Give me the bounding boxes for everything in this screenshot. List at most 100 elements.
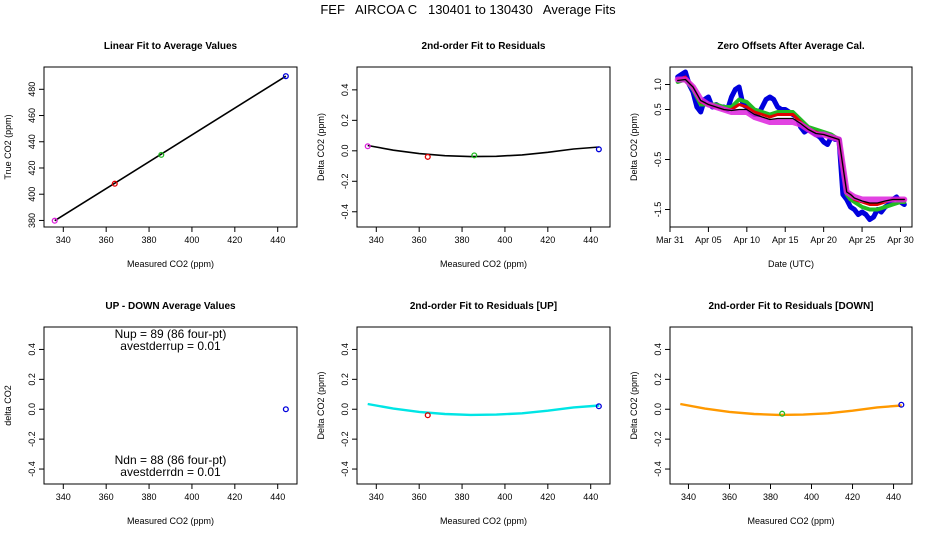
data-layer bbox=[367, 402, 602, 419]
fit-line bbox=[54, 75, 287, 222]
data-layer bbox=[680, 401, 905, 417]
x-tick-label: 340 bbox=[681, 492, 696, 502]
x-tick-label: 400 bbox=[184, 235, 199, 245]
x-tick-label: 380 bbox=[142, 492, 157, 502]
y-tick-label: 420 bbox=[27, 160, 37, 175]
data-point bbox=[595, 146, 602, 153]
panel-up-down: UP - DOWN Average Values Measured CO2 (pp… bbox=[3, 301, 298, 526]
x-tick-label: 420 bbox=[227, 492, 242, 502]
x-tick-label: 380 bbox=[455, 492, 470, 502]
data-layer bbox=[51, 73, 289, 224]
y-tick-label: -1.5 bbox=[653, 202, 663, 218]
x-tick-label: 380 bbox=[763, 492, 778, 502]
annotation-text: Nup = 89 (86 four-pt) bbox=[115, 327, 227, 341]
y-tick-label: -0.2 bbox=[340, 174, 350, 190]
panel-residual-fit-up: 2nd-order Fit to Residuals [UP] Measured … bbox=[316, 301, 611, 526]
data-point bbox=[898, 401, 905, 408]
x-tick-label: 420 bbox=[227, 235, 242, 245]
data-point bbox=[595, 403, 602, 410]
chart-title: Linear Fit to Average Values bbox=[104, 41, 238, 52]
y-axis-label: Delta CO2 (ppm) bbox=[629, 113, 639, 181]
x-tick-label: 340 bbox=[56, 235, 71, 245]
x-tick-label: Apr 25 bbox=[849, 235, 876, 245]
fit-curve bbox=[367, 402, 600, 417]
data-point bbox=[51, 217, 58, 224]
data-point bbox=[282, 406, 289, 413]
y-tick-label: 0.4 bbox=[340, 84, 350, 97]
y-tick-label: 0.2 bbox=[653, 373, 663, 386]
x-tick-label: 380 bbox=[142, 235, 157, 245]
x-tick-label: 440 bbox=[583, 235, 598, 245]
y-tick-label: 440 bbox=[27, 134, 37, 149]
x-tick-label: 440 bbox=[270, 235, 285, 245]
x-tick-label: 420 bbox=[540, 235, 555, 245]
x-tick-label: 340 bbox=[369, 235, 384, 245]
y-tick-label: 400 bbox=[27, 187, 37, 202]
x-axis-label: Measured CO2 (ppm) bbox=[747, 516, 834, 526]
x-tick-label: 400 bbox=[497, 492, 512, 502]
data-point bbox=[471, 152, 478, 159]
y-tick-label: 0.4 bbox=[340, 343, 350, 356]
y-tick-label: 0.0 bbox=[653, 403, 663, 416]
data-point bbox=[779, 410, 786, 417]
series-magenta bbox=[674, 76, 908, 203]
y-tick-label: 0.2 bbox=[27, 373, 37, 386]
x-tick-label: 360 bbox=[99, 235, 114, 245]
y-tick-label: -0.2 bbox=[340, 431, 350, 447]
y-tick-label: 380 bbox=[27, 213, 37, 228]
chart-title: 2nd-order Fit to Residuals bbox=[422, 41, 546, 52]
x-tick-label: 360 bbox=[99, 492, 114, 502]
chart-title: Zero Offsets After Average Cal. bbox=[717, 41, 864, 52]
annotation-text: avestderrdn = 0.01 bbox=[120, 465, 221, 479]
y-axis-label: Delta CO2 (ppm) bbox=[316, 371, 326, 439]
page-title: FEF AIRCOA C 130401 to 130430 Average Fi… bbox=[320, 2, 616, 17]
x-tick-label: 420 bbox=[540, 492, 555, 502]
x-tick-label: Apr 10 bbox=[734, 235, 761, 245]
y-tick-label: 0.0 bbox=[27, 403, 37, 416]
fit-curve bbox=[680, 402, 902, 417]
x-tick-label: 380 bbox=[455, 235, 470, 245]
y-tick-label: -0.4 bbox=[340, 204, 350, 220]
x-tick-label: Apr 15 bbox=[772, 235, 799, 245]
data-layer bbox=[282, 406, 289, 413]
plot-frame bbox=[669, 66, 913, 228]
y-tick-label: -0.2 bbox=[653, 431, 663, 447]
panel-linear-fit: Linear Fit to Average Values Measured CO2… bbox=[3, 41, 298, 269]
panel-residual-fit: 2nd-order Fit to Residuals Measured CO2 (… bbox=[316, 41, 611, 269]
x-axis-label: Date (UTC) bbox=[768, 259, 814, 269]
data-point bbox=[111, 180, 118, 187]
x-axis-label: Measured CO2 (ppm) bbox=[127, 259, 214, 269]
y-tick-label: 1.0 bbox=[653, 78, 663, 91]
fit-curve bbox=[367, 144, 600, 158]
y-axis-label: Delta CO2 (ppm) bbox=[316, 113, 326, 181]
x-axis-label: Measured CO2 (ppm) bbox=[440, 259, 527, 269]
series-black bbox=[677, 78, 905, 204]
x-tick-label: Apr 30 bbox=[887, 235, 914, 245]
y-tick-label: 0.0 bbox=[340, 145, 350, 158]
x-tick-label: 440 bbox=[583, 492, 598, 502]
y-tick-label: 480 bbox=[27, 82, 37, 97]
x-axis-label: Measured CO2 (ppm) bbox=[127, 516, 214, 526]
y-tick-label: 460 bbox=[27, 108, 37, 123]
y-tick-label: 0.2 bbox=[340, 114, 350, 127]
y-tick-label: 0.2 bbox=[340, 373, 350, 386]
data-layer bbox=[674, 69, 908, 222]
y-axis-label: True CO2 (ppm) bbox=[3, 114, 13, 179]
x-tick-label: Mar 31 bbox=[656, 235, 684, 245]
y-tick-label: 0.4 bbox=[27, 343, 37, 356]
annotation-text: Ndn = 88 (86 four-pt) bbox=[115, 453, 227, 467]
y-tick-label: -0.4 bbox=[340, 461, 350, 477]
x-tick-label: 360 bbox=[412, 235, 427, 245]
plot-frame bbox=[356, 66, 611, 228]
plot-frame bbox=[43, 66, 298, 228]
y-axis-label: Delta CO2 (ppm) bbox=[629, 371, 639, 439]
x-tick-label: Apr 20 bbox=[810, 235, 837, 245]
x-tick-label: 360 bbox=[722, 492, 737, 502]
y-tick-label: 0.4 bbox=[653, 343, 663, 356]
x-tick-label: 440 bbox=[270, 492, 285, 502]
plot-frame bbox=[43, 326, 298, 485]
data-point bbox=[424, 153, 431, 160]
chart-title: 2nd-order Fit to Residuals [DOWN] bbox=[709, 301, 874, 312]
y-tick-label: -0.4 bbox=[653, 461, 663, 477]
